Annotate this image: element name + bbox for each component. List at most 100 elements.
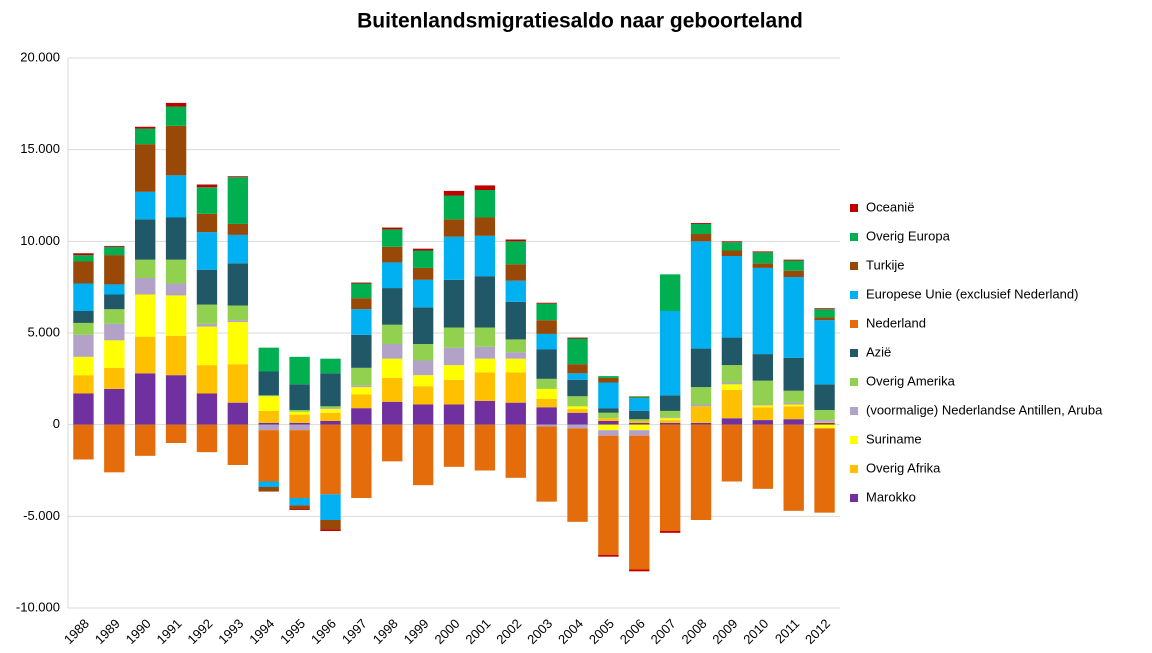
bar-segment [227,263,249,306]
bar-segment [474,190,496,218]
bar-segment [567,412,588,425]
x-tick-label: 2004 [555,616,586,647]
bar-segment [320,358,341,374]
bar-segment [412,279,434,308]
y-tick-label: -5.000 [23,508,60,523]
bar-segment [258,410,279,423]
bar-segment [690,404,712,407]
bar-segment [721,241,743,243]
legend-swatch [850,262,858,270]
bar-segment [135,259,156,278]
bar-segment [412,424,434,486]
bar-segment [690,223,712,224]
bar-segment [135,336,156,374]
bar-segment [258,422,279,425]
x-tick-label: 2001 [462,616,493,647]
bar-segment [382,262,403,289]
bar-segment [289,430,310,498]
bar-segment [227,322,249,365]
bar-segment [258,424,279,431]
bar-segment [382,288,403,325]
bar-segment [165,175,187,218]
bar-segment [289,356,310,385]
y-tick-label: 5.000 [27,324,60,339]
legend-label: (voormalige) Nederlandse Antillen, Aruba [866,402,1103,417]
bar-segment [629,430,650,436]
bar-segment [783,260,804,271]
bar-segment [165,102,187,107]
bar-segment [227,234,249,264]
bar-segment [351,408,372,425]
bar-segment [320,409,341,413]
bar-segment [474,217,496,236]
bar-segment [474,185,496,190]
bar-segment [598,408,619,413]
bar-segment [196,213,218,233]
bar-segment [721,337,743,366]
bar-segment [196,424,218,453]
bar-segment [567,396,588,407]
chart-title: Buitenlandsmigratiesaldo naar geboortela… [357,10,803,33]
bar-segment [258,430,279,482]
bar-segment [443,365,465,380]
bar-segment [412,307,434,344]
bar-segment [320,373,341,407]
bar-segment [598,418,619,421]
x-tick-label: 1995 [277,616,308,647]
bar-segment [752,405,773,408]
bar-segment [505,239,526,242]
bar-segment [135,424,156,456]
bar-segment [659,422,681,425]
bar-segment [721,384,743,390]
bar-segment [567,424,588,429]
x-tick-label: 1996 [308,616,339,647]
bar-segment [412,375,434,387]
bar-segment [659,420,681,423]
bar-segment [721,418,743,425]
bar-segment [752,407,773,421]
legend-swatch [850,291,858,299]
x-tick-label: 1992 [184,616,215,647]
bar-segment [135,128,156,145]
bar-segment [412,248,434,251]
bar-segment [73,283,94,311]
bar-segment [814,421,835,423]
bar-segment [227,305,249,321]
bar-segment [135,219,156,260]
bar-segment [783,406,804,420]
legend-label: Europese Unie (exclusief Nederland) [866,286,1078,301]
bar-segment [629,422,650,425]
bar-segment [629,424,650,431]
bar-segment [474,400,496,425]
bar-segment [752,252,773,264]
bar-segment [351,309,372,335]
bar-segment [351,387,372,395]
bar-segment [505,358,526,373]
bar-segment [598,382,619,409]
bar-segment [135,126,156,129]
x-tick-label: 1998 [370,616,401,647]
bar-segment [351,424,372,498]
legend-label: Nederland [866,315,926,330]
bar-segment [258,487,279,492]
bar-segment [598,435,619,555]
bar-segment [629,396,650,398]
bar-segment [752,251,773,253]
bar-segment [814,384,835,410]
legend-label: Overig Europa [866,228,951,243]
bar-segment [814,309,835,318]
bar-segment [752,420,773,425]
bar-segment [351,394,372,409]
x-tick-label: 1997 [339,616,370,647]
bar-segment [659,395,681,411]
bar-segment [505,264,526,281]
bar-segment [258,371,279,396]
x-tick-label: 1988 [61,616,92,647]
bar-segment [690,406,712,423]
bar-segment [474,424,496,471]
bar-segment [196,323,218,327]
bar-segment [536,424,557,427]
bar-segment [659,417,681,419]
bar-segment [814,428,835,513]
